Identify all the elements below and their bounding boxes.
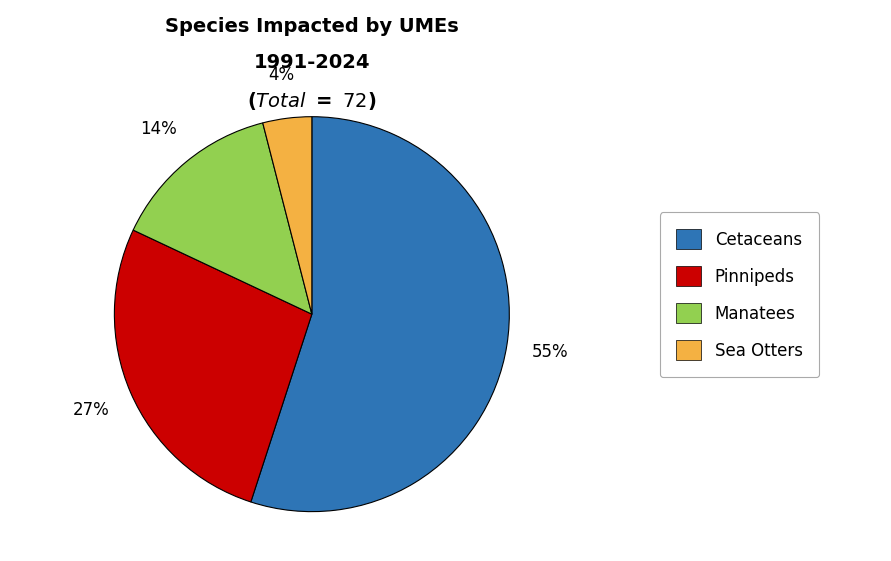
Text: ($\bf{\it{Total}}$ $\bf{=}$ $\bf{\it{72}}$): ($\bf{\it{Total}}$ $\bf{=}$ $\bf{\it{72}… [247, 90, 377, 112]
Text: 1991-2024: 1991-2024 [254, 53, 370, 72]
Wedge shape [263, 117, 312, 314]
Text: 4%: 4% [268, 66, 295, 84]
Legend: Cetaceans, Pinnipeds, Manatees, Sea Otters: Cetaceans, Pinnipeds, Manatees, Sea Otte… [659, 212, 820, 377]
Text: Species Impacted by UMEs: Species Impacted by UMEs [165, 17, 459, 36]
Text: 27%: 27% [72, 401, 109, 419]
Text: 14%: 14% [140, 119, 176, 137]
Text: 55%: 55% [532, 343, 568, 361]
Wedge shape [133, 123, 312, 314]
Wedge shape [114, 230, 312, 502]
Wedge shape [251, 117, 510, 512]
